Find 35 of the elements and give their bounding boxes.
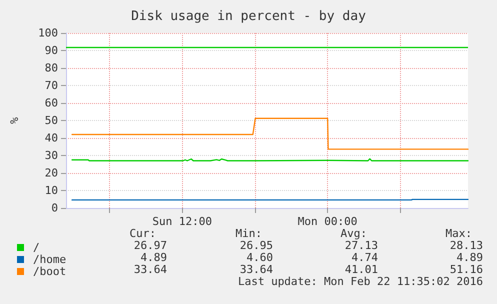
y-tick-label: 20 — [44, 166, 58, 180]
y-axis-title: % — [8, 116, 21, 124]
chart-title: Disk usage in percent - by day — [131, 9, 366, 24]
text: 4.89 — [140, 251, 167, 264]
y-tick-label: 100 — [38, 26, 58, 40]
legend-label: / — [33, 241, 40, 254]
y-tick-label: 30 — [44, 149, 58, 162]
legend-label: /boot — [33, 265, 66, 278]
text: 51.16 — [450, 263, 483, 276]
y-tick-label: 10 — [44, 184, 58, 197]
y-tick-label: 0 — [51, 202, 58, 214]
y-tick-label: 60 — [44, 96, 58, 110]
y-tick-label: 80 — [44, 62, 58, 74]
text: Last update: Mon Feb 22 11:35:02 2016 — [238, 275, 483, 288]
text: Cur: — [130, 227, 156, 240]
text: 26.95 — [240, 239, 273, 252]
y-tick-label: 50 — [44, 114, 58, 127]
text: 4.60 — [246, 251, 273, 264]
legend-label: /home — [33, 253, 66, 266]
text: Avg: — [340, 227, 367, 240]
x-tick-label: Sun 12:00 — [152, 215, 212, 228]
x-tick-label: Mon 00:00 — [298, 215, 358, 228]
text: 27.13 — [344, 239, 378, 252]
text: 26.97 — [134, 239, 167, 252]
y-tick-label: 90 — [44, 44, 58, 57]
text: 4.89 — [456, 251, 483, 264]
text: 28.13 — [450, 239, 483, 252]
text: 33.64 — [134, 263, 168, 276]
text: Min: — [236, 227, 262, 240]
text: 4.74 — [352, 251, 378, 264]
text: Max: — [446, 227, 472, 240]
text: 41.01 — [344, 263, 378, 276]
text: 33.64 — [240, 263, 274, 276]
y-tick-label: 70 — [44, 79, 58, 92]
y-tick-label: 40 — [44, 132, 58, 144]
